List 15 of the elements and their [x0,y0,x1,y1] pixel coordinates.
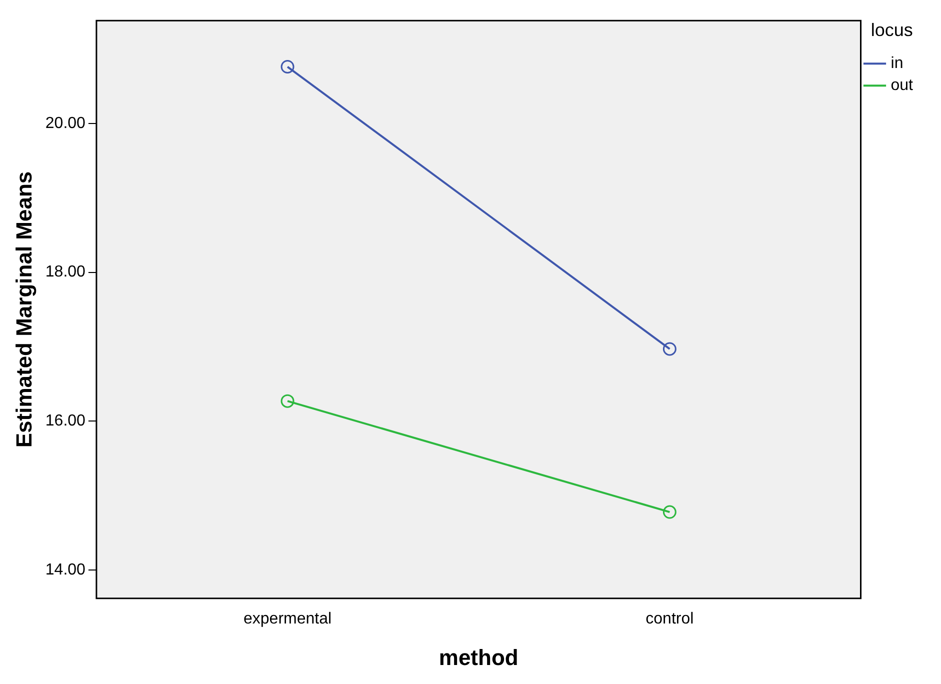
legend-title: locus [870,20,913,40]
legend-label: out [890,77,914,94]
y-axis-title: Estimated Marginal Means [11,171,36,448]
point [280,60,294,74]
x-axis-title: method [438,644,518,670]
x-tick-label: control [646,610,694,628]
x-tick-label: expermental [243,610,332,628]
legend-label: in [890,55,904,72]
y-tick-label: 18.00 [45,264,86,281]
y-tick-label: 14.00 [45,562,86,579]
point [662,505,676,519]
y-tick-label: 20.00 [45,114,86,132]
y-tick-label: 16.00 [45,412,86,430]
point [280,394,294,408]
point [662,342,676,356]
